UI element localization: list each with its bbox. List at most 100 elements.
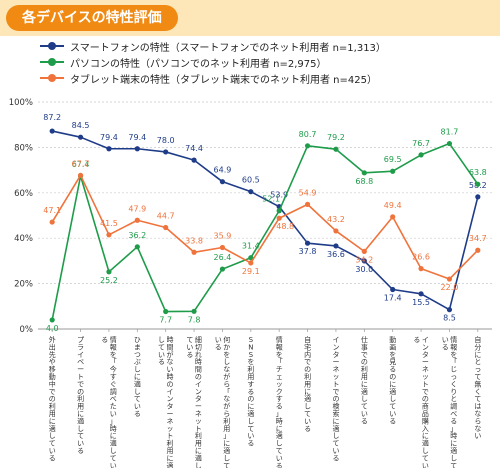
svg-text:し: し bbox=[361, 395, 368, 403]
svg-text:が: が bbox=[223, 372, 230, 381]
svg-text:を: を bbox=[389, 351, 396, 359]
svg-text:出: 出 bbox=[49, 342, 56, 351]
svg-text:利: 利 bbox=[304, 372, 311, 381]
svg-text:す: す bbox=[247, 380, 254, 388]
svg-text:る: る bbox=[442, 343, 449, 351]
svg-text:に: に bbox=[223, 440, 230, 448]
svg-text:で: で bbox=[77, 380, 84, 388]
svg-text:じ: じ bbox=[450, 366, 457, 374]
svg-text:ト: ト bbox=[166, 432, 173, 440]
svg-text:て: て bbox=[223, 462, 230, 468]
data-label: 26.6 bbox=[412, 253, 430, 262]
svg-text:N: N bbox=[248, 343, 253, 351]
svg-text:に: に bbox=[474, 351, 481, 359]
legend-item-tablet: タブレット端末の特性（タブレット端末でのネット利用者 n=425） bbox=[40, 70, 386, 86]
svg-text:る: る bbox=[247, 440, 254, 448]
svg-text:商: 商 bbox=[422, 402, 429, 411]
svg-text:て: て bbox=[77, 432, 84, 440]
data-point bbox=[333, 146, 339, 152]
svg-text:る: る bbox=[276, 462, 283, 468]
svg-text:て: て bbox=[276, 447, 283, 455]
data-label: 25.2 bbox=[100, 276, 118, 285]
svg-text:の: の bbox=[389, 373, 396, 381]
data-label: 34.2 bbox=[355, 255, 373, 264]
svg-text:に: に bbox=[422, 432, 429, 440]
legend-marker-tablet bbox=[40, 70, 64, 86]
svg-text:ン: ン bbox=[422, 343, 429, 351]
svg-text:の: の bbox=[49, 395, 56, 403]
svg-text:る: る bbox=[101, 336, 108, 344]
svg-text:る: る bbox=[332, 454, 339, 462]
svg-text:る: る bbox=[158, 358, 165, 366]
svg-text:の: の bbox=[77, 388, 84, 396]
svg-text:に: に bbox=[49, 417, 56, 425]
svg-text:タ: タ bbox=[332, 350, 339, 359]
svg-text:利: 利 bbox=[77, 394, 84, 403]
data-point bbox=[219, 179, 226, 185]
svg-text:「: 「 bbox=[110, 358, 117, 366]
svg-text:し: し bbox=[389, 395, 396, 403]
svg-text:の: の bbox=[195, 373, 202, 381]
svg-text:報: 報 bbox=[276, 343, 283, 351]
data-label: 74.4 bbox=[185, 144, 203, 153]
svg-text:利: 利 bbox=[223, 416, 230, 425]
svg-text:自: 自 bbox=[304, 335, 311, 344]
svg-text:い: い bbox=[332, 447, 339, 455]
data-label: 79.2 bbox=[327, 133, 345, 142]
data-label: 29.1 bbox=[242, 267, 260, 276]
svg-text:調: 調 bbox=[450, 402, 457, 411]
svg-text:無: 無 bbox=[474, 379, 481, 388]
svg-text:間: 間 bbox=[195, 366, 202, 374]
svg-text:ー: ー bbox=[422, 358, 429, 366]
data-point bbox=[49, 128, 55, 134]
svg-text:ー: ー bbox=[195, 403, 202, 411]
data-point bbox=[191, 249, 197, 255]
svg-text:タ: タ bbox=[195, 394, 202, 403]
svg-text:は: は bbox=[474, 403, 481, 411]
svg-text:に: に bbox=[166, 454, 173, 462]
svg-text:中: 中 bbox=[49, 379, 56, 388]
svg-text:ー: ー bbox=[77, 366, 84, 374]
svg-text:な: な bbox=[223, 395, 230, 403]
data-point bbox=[333, 228, 339, 234]
y-tick-label: 60% bbox=[14, 189, 33, 199]
svg-text:ッ: ッ bbox=[195, 417, 202, 425]
svg-text:用: 用 bbox=[166, 447, 173, 455]
svg-text:時: 時 bbox=[166, 336, 173, 344]
svg-text:し: し bbox=[158, 336, 165, 344]
svg-text:て: て bbox=[361, 403, 368, 411]
svg-text:に: に bbox=[361, 380, 368, 388]
data-label: 53.9 bbox=[270, 191, 288, 200]
data-label: 7.7 bbox=[159, 316, 172, 325]
svg-text:し: し bbox=[450, 454, 457, 462]
data-label: 48.8 bbox=[276, 222, 294, 231]
svg-text:ら: ら bbox=[223, 380, 230, 388]
svg-text:ら: ら bbox=[474, 417, 481, 425]
svg-text:ま: ま bbox=[134, 343, 141, 351]
svg-text:て: て bbox=[450, 462, 457, 468]
svg-text:用: 用 bbox=[361, 373, 368, 381]
data-label: 84.5 bbox=[72, 121, 90, 130]
svg-text:る: る bbox=[304, 425, 311, 433]
data-label: 52.1 bbox=[262, 195, 280, 204]
data-label: 7.8 bbox=[188, 315, 201, 324]
svg-text:に: に bbox=[77, 410, 84, 418]
title-band: 各デバイスの特性評価 bbox=[0, 0, 500, 36]
data-label: 79.4 bbox=[100, 133, 118, 142]
svg-text:用: 用 bbox=[247, 373, 254, 381]
svg-text:が: が bbox=[223, 402, 230, 411]
svg-text:時: 時 bbox=[166, 373, 173, 381]
svg-text:適: 適 bbox=[166, 461, 173, 468]
svg-text:適: 適 bbox=[223, 446, 230, 455]
svg-text:で: で bbox=[361, 351, 368, 359]
legend-item-pc: パソコンの特性（パソコンでのネット利用者 n=2,975） bbox=[40, 54, 386, 70]
svg-text:ン: ン bbox=[195, 388, 202, 396]
svg-text:と: と bbox=[474, 358, 481, 366]
svg-text:ン: ン bbox=[332, 343, 339, 351]
svg-text:適: 適 bbox=[422, 439, 429, 448]
svg-text:の: の bbox=[247, 395, 254, 403]
svg-text:べ: べ bbox=[450, 410, 457, 418]
